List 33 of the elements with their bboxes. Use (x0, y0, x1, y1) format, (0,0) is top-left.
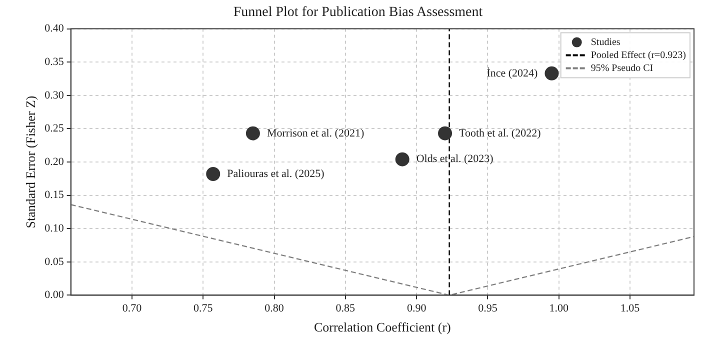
y-tick-label: 0.00 (44, 289, 64, 302)
y-tick-label: 0.40 (44, 22, 64, 35)
x-tick-label: 0.75 (194, 302, 214, 315)
legend-label: Pooled Effect (r=0.923) (590, 50, 686, 61)
point (395, 152, 410, 166)
x-tick-label: 0.85 (336, 302, 356, 315)
annotation: Tooth et al. (2022) (459, 127, 542, 140)
point (206, 166, 220, 181)
x-axis-title: Correlation Coefficient (r) (314, 320, 451, 335)
annotation: Olds et al. (2023) (416, 153, 494, 166)
legend-label: 95% Pseudo CI (590, 62, 654, 74)
legend-label: Studies (590, 36, 620, 48)
y-tick-label: 0.05 (44, 256, 64, 268)
y-tick-label: 0.25 (44, 122, 64, 135)
annotation: İnce (2024) (486, 66, 538, 80)
y-tick-label: 0.20 (44, 156, 64, 168)
y-tick-label: 0.10 (44, 222, 64, 234)
annotation: Morrison et al. (2021) (266, 127, 364, 140)
annotation: Paliouras et al. (2025) (227, 168, 325, 180)
point (438, 126, 452, 140)
x-tick-label: 0.90 (406, 302, 427, 315)
chart-title: Funnel Plot for Publication Bias Assessment (233, 5, 483, 20)
y-tick-label: 0.15 (44, 189, 64, 202)
x-tick-label: 1.05 (620, 302, 640, 315)
point (544, 66, 559, 80)
x-tick-label: 1.00 (549, 302, 569, 315)
x-tick-label: 0.95 (478, 302, 498, 315)
y-tick-label: 0.35 (44, 56, 64, 68)
point (246, 126, 260, 140)
y-axis-title: Standard Error (Fisher Z) (23, 96, 38, 228)
x-tick-label: 0.70 (122, 302, 142, 315)
x-tick-label: 0.80 (264, 302, 284, 315)
y-tick-label: 0.30 (44, 89, 64, 102)
